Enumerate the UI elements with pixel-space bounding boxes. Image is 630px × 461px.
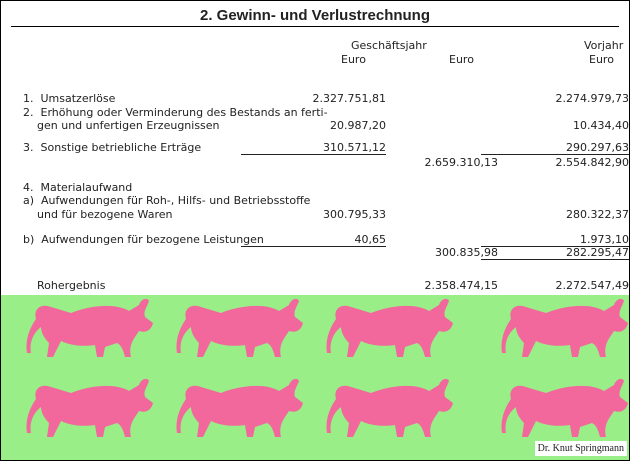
rule: [11, 26, 619, 27]
column-header: Geschäftsjahr: [351, 39, 427, 52]
title: 2. Gewinn- und Verlustrechnung: [199, 7, 431, 24]
column-header: Vorjahr: [584, 39, 624, 52]
amount: 2.358.474,15: [424, 279, 498, 292]
amount: 300.835,98: [435, 246, 498, 259]
column-unit: Euro: [341, 53, 366, 66]
amount: 2.327.751,81: [312, 92, 386, 105]
amount: 280.322,37: [566, 208, 629, 221]
amount: 20.987,20: [330, 119, 386, 132]
row-label: b) Aufwendungen für bezogene Leistungen: [23, 233, 264, 246]
row-label: und für bezogene Waren: [37, 208, 173, 221]
row-label: gen und unfertigen Erzeugnissen: [37, 119, 220, 132]
amount: 300.795,33: [323, 208, 386, 221]
column-unit: Euro: [449, 53, 474, 66]
row-label: 1. Umsatzerlöse: [23, 92, 116, 105]
amount: 282.295,47: [481, 246, 629, 260]
amount: 310.571,12: [241, 141, 386, 155]
amount: 2.659.310,13: [424, 156, 498, 169]
author: Dr. Knut Springmann: [534, 441, 627, 456]
row-label: 4. Materialaufwand: [23, 181, 133, 194]
amount: 2.272.547,49: [555, 279, 629, 292]
row-label: a) Aufwendungen für Roh-, Hilfs- und Bet…: [23, 194, 311, 207]
row-label: 3. Sonstige betriebliche Erträge: [23, 141, 202, 154]
amount: 290.297,63: [481, 141, 629, 155]
amount: 1.973,10: [481, 233, 629, 247]
row-label: 2. Erhöhung oder Verminderung des Bestan…: [23, 106, 328, 119]
bull-pattern: [1, 295, 629, 460]
row-label: Rohergebnis: [37, 279, 106, 292]
amount: 10.434,40: [573, 119, 629, 132]
amount: 2.554.842,90: [555, 156, 629, 169]
amount: 40,65: [241, 233, 386, 247]
amount: 2.274.979,73: [555, 92, 629, 105]
column-unit: Euro: [589, 53, 614, 66]
bulls: [26, 298, 628, 437]
